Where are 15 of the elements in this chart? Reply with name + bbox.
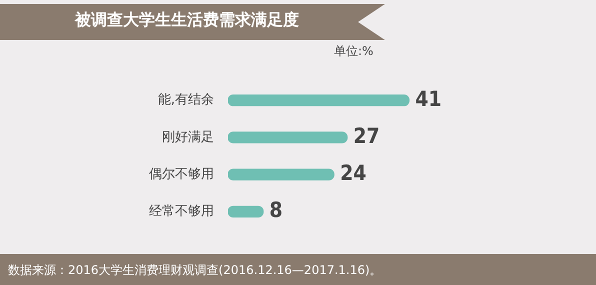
bar — [228, 168, 334, 180]
y-tick-label: 刚好满足 — [162, 130, 214, 145]
y-tick-label: 经常不够用 — [149, 204, 214, 220]
data-label: 8 — [269, 198, 283, 222]
data-label: 27 — [353, 124, 380, 148]
y-tick-label: 能,有结余 — [158, 92, 214, 108]
bar — [228, 132, 348, 144]
bar — [228, 206, 264, 218]
data-label: 41 — [415, 86, 442, 111]
source-note: 数据来源：2016大学生消费理财观调查(2016.12.16—2017.1.16)。 — [8, 262, 382, 279]
bar — [228, 94, 410, 106]
data-label: 24 — [340, 161, 366, 186]
y-tick-label: 偶尔不够用 — [149, 166, 214, 182]
chart-subtitle: 单位:% — [334, 43, 374, 60]
chart-title: 被调查大学生生活费需求满足度 — [75, 10, 299, 31]
